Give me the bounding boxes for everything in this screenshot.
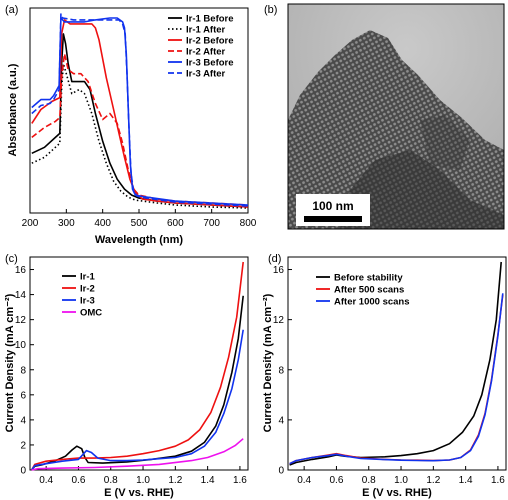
y-tick-label: 16	[273, 265, 285, 276]
y-tick-label: 14	[15, 290, 27, 301]
series-line	[31, 13, 249, 207]
x-tick-label: 1.2	[426, 475, 440, 486]
legend-entry: Before stability	[334, 273, 403, 284]
x-tick-label: 700	[203, 218, 220, 229]
y-axis-label-a: Absorbance (a.u.)	[7, 63, 19, 156]
legend-entry: Ir-3	[80, 296, 95, 307]
axis-ticks-c: 0.4 0.6 0.8 1.0 1.2 1.4 1.6 0 2 4 6 8 10 12 14 16	[15, 265, 247, 486]
plot-frame-d	[287, 256, 507, 471]
y-axis-label-c: Current Density (mA cm⁻²)	[4, 293, 16, 432]
y-tick-label: 16	[15, 265, 27, 276]
axis-ticks-d: 0.4 0.6 0.8 1.0 1.2 1.4 1.6 0 4 8 12 16	[273, 265, 505, 486]
y-tick-label: 8	[20, 365, 26, 376]
x-tick-label: 200	[22, 218, 39, 229]
y-tick-label: 4	[278, 415, 284, 426]
series-line	[31, 19, 249, 208]
series-lines-d	[289, 261, 504, 466]
x-ticks-a: 200 300 400 500 600 700 800	[22, 209, 257, 229]
x-tick-label: 0.8	[362, 475, 376, 486]
panel-c: (c) 0.4 0.6 0.8 1.0 1.2 1.4 1.6 0 2 4 6 8 10 12 14 16 I…	[4, 253, 249, 499]
panel-label-b: (b)	[264, 4, 277, 16]
x-tick-label: 1.0	[136, 475, 150, 486]
legend-entry: Ir-2 After	[186, 47, 226, 58]
legend-entry: Ir-1	[80, 272, 96, 283]
x-tick-label: 0.4	[39, 475, 53, 486]
series-line	[289, 293, 504, 465]
legend-entry: Ir-3 Before	[186, 58, 234, 69]
series-lines-a	[31, 13, 249, 209]
x-tick-label: 0.6	[329, 475, 343, 486]
series-line	[30, 295, 244, 471]
image-frame-b	[287, 3, 505, 230]
x-tick-label: 0.8	[104, 475, 118, 486]
panel-label-c: (c)	[5, 253, 18, 265]
x-tick-label: 1.2	[168, 475, 182, 486]
y-tick-label: 0	[278, 466, 284, 477]
x-tick-label: 1.6	[233, 475, 247, 486]
series-line	[30, 261, 244, 471]
x-tick-label: 1.4	[459, 475, 473, 486]
legend-entry: OMC	[80, 308, 102, 319]
series-line	[30, 329, 244, 471]
legend-entry: Ir-1 Before	[186, 14, 234, 25]
x-tick-label: 500	[131, 218, 148, 229]
series-line	[31, 53, 249, 206]
y-tick-label: 12	[15, 315, 27, 326]
panel-a: (a) 200 300 400 500 600 700 800 Ir-1 BeforeIr-…	[5, 4, 257, 246]
y-tick-label: 2	[20, 440, 26, 451]
y-tick-label: 6	[20, 390, 26, 401]
y-tick-label: 4	[20, 415, 26, 426]
scale-bar-label: 100 nm	[312, 199, 353, 213]
x-tick-label: 800	[240, 218, 257, 229]
tem-image	[288, 4, 504, 229]
panel-d: (d) 0.4 0.6 0.8 1.0 1.2 1.4 1.6 0 4 8 12 16 Before …	[262, 253, 507, 499]
x-axis-label-a: Wavelength (nm)	[95, 234, 184, 246]
y-tick-label: 10	[15, 340, 27, 351]
y-tick-label: 0	[20, 466, 26, 477]
series-line	[289, 261, 502, 466]
y-axis-label-d: Current Density (mA cm⁻²)	[262, 293, 274, 432]
x-tick-label: 0.6	[71, 475, 85, 486]
x-tick-label: 1.6	[491, 475, 505, 486]
x-axis-label-d: E (V vs. RHE)	[362, 487, 432, 499]
legend-entry: After 1000 scans	[334, 297, 410, 308]
y-tick-label: 8	[278, 365, 284, 376]
x-axis-label-c: E (V vs. RHE)	[104, 487, 174, 499]
x-tick-label: 300	[58, 218, 75, 229]
y-tick-label: 12	[273, 315, 285, 326]
legend-entry: Ir-2 Before	[186, 36, 234, 47]
plot-frame-c	[29, 256, 249, 471]
x-tick-label: 400	[94, 218, 111, 229]
x-tick-label: 600	[167, 218, 184, 229]
legend-entry: Ir-1 After	[186, 25, 226, 36]
panel-label-d: (d)	[268, 253, 281, 265]
panel-b: (b) 100 nm	[264, 3, 505, 230]
legend-entry: Ir-2	[80, 284, 95, 295]
series-line	[289, 294, 504, 465]
series-line	[31, 62, 249, 209]
x-tick-label: 1.0	[394, 475, 408, 486]
x-tick-label: 0.4	[297, 475, 311, 486]
legend-entry: Ir-3 After	[186, 69, 226, 80]
series-line	[31, 438, 244, 471]
series-lines-c	[30, 261, 244, 471]
legend-entry: After 500 scans	[334, 285, 404, 296]
panel-label-a: (a)	[5, 4, 18, 16]
scale-bar	[304, 216, 362, 222]
x-tick-label: 1.4	[201, 475, 215, 486]
